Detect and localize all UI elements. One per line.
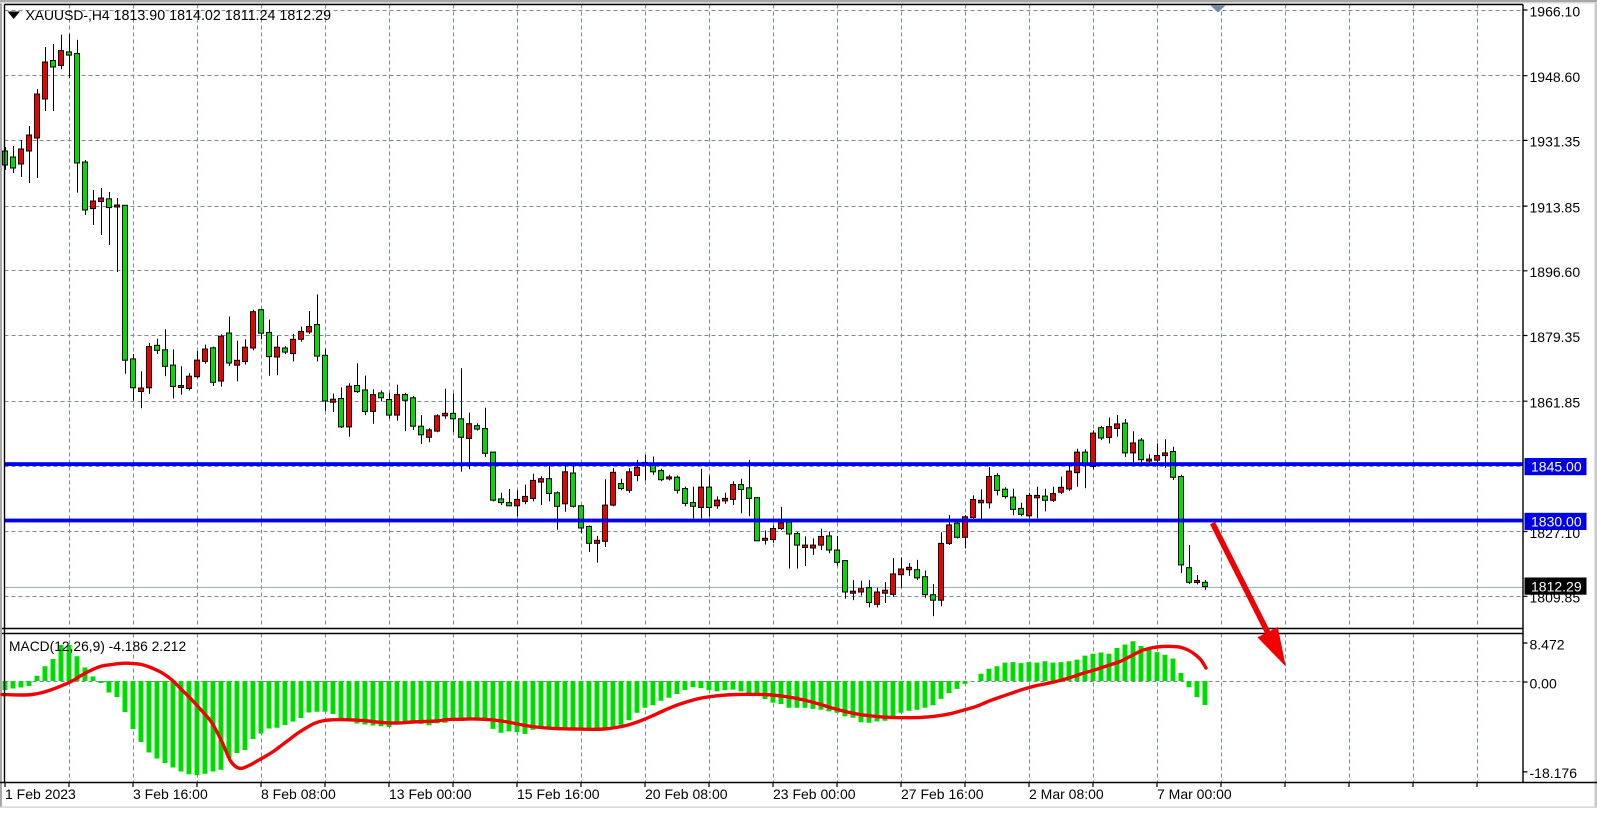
svg-text:27 Feb 16:00: 27 Feb 16:00 [901,786,984,802]
svg-text:13 Feb 00:00: 13 Feb 00:00 [389,786,472,802]
svg-text:7 Mar 00:00: 7 Mar 00:00 [1157,786,1232,802]
svg-text:1913.85: 1913.85 [1530,199,1581,215]
svg-text:8.472: 8.472 [1530,636,1565,652]
svg-text:8 Feb 08:00: 8 Feb 08:00 [261,786,336,802]
svg-text:20 Feb 08:00: 20 Feb 08:00 [645,786,728,802]
svg-text:15 Feb 16:00: 15 Feb 16:00 [517,786,600,802]
svg-text:1896.60: 1896.60 [1530,264,1581,280]
svg-text:1845.00: 1845.00 [1531,459,1582,475]
svg-text:1879.35: 1879.35 [1530,329,1581,345]
svg-text:1966.10: 1966.10 [1530,3,1581,19]
svg-text:1813.90 1814.02 1811.24 1812.2: 1813.90 1814.02 1811.24 1812.29 [114,8,332,24]
svg-text:1931.35: 1931.35 [1530,134,1581,150]
svg-text:1830.00: 1830.00 [1531,514,1582,530]
svg-text:-18.176: -18.176 [1530,765,1578,781]
svg-text:1812.29: 1812.29 [1531,578,1582,594]
svg-text:2 Mar 08:00: 2 Mar 08:00 [1029,786,1104,802]
svg-text:1861.85: 1861.85 [1530,395,1581,411]
svg-text:0.00: 0.00 [1530,675,1557,691]
svg-text:1948.60: 1948.60 [1530,69,1581,85]
svg-text:XAUUSD-,H4: XAUUSD-,H4 [26,7,110,23]
svg-text:23 Feb 00:00: 23 Feb 00:00 [773,786,856,802]
svg-text:1 Feb 2023: 1 Feb 2023 [5,786,76,802]
svg-text:MACD(12,26,9) -4.186 2.212: MACD(12,26,9) -4.186 2.212 [9,639,186,654]
svg-text:3 Feb 16:00: 3 Feb 16:00 [133,786,208,802]
